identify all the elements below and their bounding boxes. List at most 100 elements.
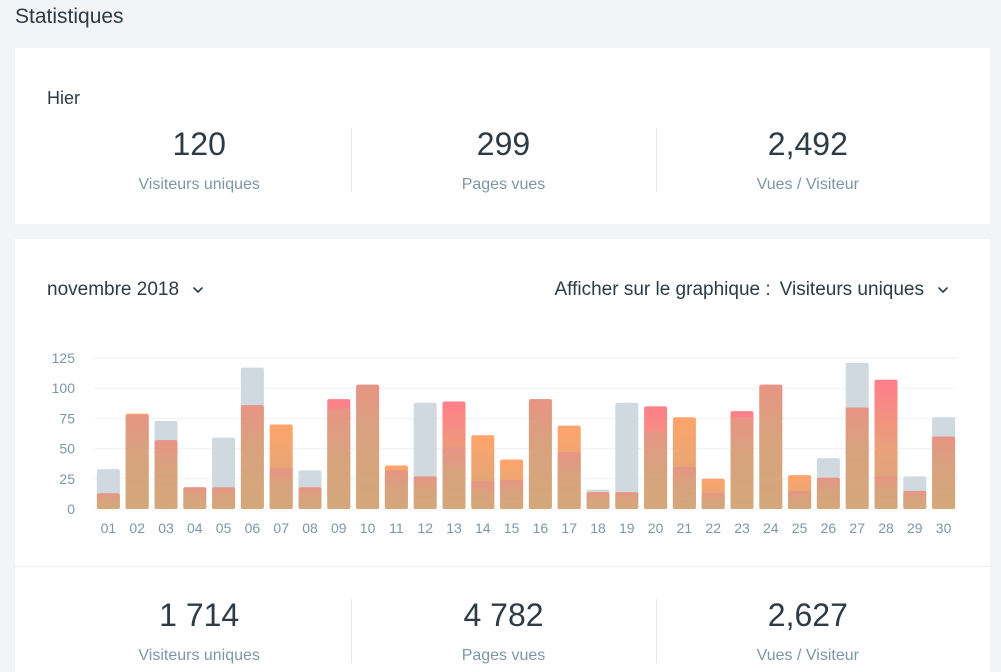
stat-label: Visiteurs uniques: [138, 647, 260, 664]
stat-page-views: 299 Pages vues: [351, 126, 655, 193]
bar-overlap[interactable]: [327, 408, 351, 509]
chart-option-label: Afficher sur le graphique :: [554, 279, 771, 300]
stat-value: 4 782: [463, 597, 544, 633]
yesterday-stats-row: 120 Visiteurs uniques 299 Pages vues 2,4…: [47, 126, 960, 193]
bar-overlap[interactable]: [672, 466, 696, 509]
stat-unique-visitors: 120 Visiteurs uniques: [47, 126, 351, 193]
x-tick-label: 30: [936, 520, 952, 536]
y-tick-label: 25: [59, 471, 75, 487]
bar-overlap[interactable]: [557, 452, 581, 509]
bar-overlap[interactable]: [730, 417, 754, 509]
chart-metric-dropdown[interactable]: Visiteurs uniques: [780, 279, 950, 301]
stat-label: Visiteurs uniques: [138, 176, 260, 193]
bar-overlap[interactable]: [932, 436, 956, 509]
x-tick-label: 17: [561, 520, 577, 536]
bar-overlap[interactable]: [183, 487, 207, 509]
x-tick-label: 13: [446, 520, 462, 536]
x-tick-label: 26: [821, 520, 837, 536]
x-tick-label: 07: [273, 520, 289, 536]
bar-overlap[interactable]: [644, 431, 668, 509]
x-tick-label: 15: [504, 520, 520, 536]
bar-overlap[interactable]: [586, 492, 610, 509]
stat-value: 1 714: [159, 597, 240, 633]
bar-overlap[interactable]: [528, 399, 552, 509]
y-tick-label: 75: [59, 410, 75, 426]
page-title: Statistiques: [15, 5, 124, 28]
bar-overlap[interactable]: [240, 405, 264, 509]
chevron-down-icon: [938, 287, 948, 293]
stat-label: Pages vues: [461, 647, 546, 664]
month-dropdown-value: novembre 2018: [47, 279, 180, 300]
x-tick-label: 06: [245, 520, 261, 536]
x-tick-label: 23: [734, 520, 750, 536]
x-tick-label: 11: [389, 520, 404, 536]
bar-overlap[interactable]: [96, 493, 120, 509]
divider: [15, 566, 990, 567]
bar-overlap[interactable]: [759, 384, 783, 509]
bar-gray[interactable]: [615, 402, 639, 509]
bar-overlap[interactable]: [212, 487, 236, 509]
bar-overlap[interactable]: [269, 467, 293, 509]
x-tick-label: 12: [417, 520, 433, 536]
bar-overlap[interactable]: [845, 407, 869, 509]
x-tick-label: 02: [129, 520, 145, 536]
x-tick-label: 27: [849, 520, 865, 536]
stat-value: 2,492: [767, 126, 848, 162]
bar-overlap[interactable]: [903, 490, 927, 509]
x-tick-label: 22: [705, 520, 721, 536]
x-tick-label: 19: [619, 520, 635, 536]
chart-display-option: Afficher sur le graphique : Visiteurs un…: [554, 279, 950, 301]
bar-overlap[interactable]: [471, 481, 495, 509]
bar-overlap[interactable]: [442, 447, 466, 509]
x-tick-label: 10: [360, 520, 376, 536]
stat-label: Vues / Visiteur: [756, 176, 859, 193]
x-tick-label: 14: [475, 520, 491, 536]
y-tick-label: 0: [67, 501, 75, 517]
y-tick-label: 125: [52, 350, 76, 366]
x-tick-label: 20: [648, 520, 664, 536]
x-tick-label: 09: [331, 520, 347, 536]
x-tick-label: 18: [590, 520, 606, 536]
stat-value: 299: [476, 126, 531, 162]
x-tick-label: 01: [101, 520, 117, 536]
stat-page-views: 4 782 Pages vues: [351, 597, 655, 664]
stat-unique-visitors: 1 714 Visiteurs uniques: [47, 597, 351, 664]
x-tick-label: 25: [792, 520, 808, 536]
stat-value: 120: [172, 126, 226, 162]
x-tick-label: 24: [763, 520, 779, 536]
bar-overlap[interactable]: [125, 414, 149, 509]
bar-overlap[interactable]: [356, 384, 380, 509]
x-tick-label: 08: [302, 520, 318, 536]
bar-overlap[interactable]: [154, 440, 178, 509]
bar-overlap[interactable]: [298, 487, 322, 509]
stat-label: Vues / Visiteur: [756, 647, 859, 664]
month-stats-row: 1 714 Visiteurs uniques 4 782 Pages vues…: [47, 597, 960, 664]
x-tick-label: 28: [878, 520, 894, 536]
x-tick-label: 21: [677, 520, 693, 536]
month-stats-card: novembre 2018 Afficher sur le graphique …: [15, 239, 990, 672]
bar-overlap[interactable]: [816, 477, 840, 509]
stat-label: Pages vues: [461, 176, 546, 193]
y-tick-label: 100: [52, 380, 76, 396]
yesterday-stats-card: Hier 120 Visiteurs uniques 299 Pages vue…: [15, 48, 990, 224]
x-tick-label: 03: [158, 520, 174, 536]
bar-overlap[interactable]: [874, 476, 898, 509]
y-tick-label: 50: [59, 441, 75, 457]
bar-overlap[interactable]: [788, 490, 812, 509]
x-tick-label: 04: [187, 520, 203, 536]
stat-views-per-visitor: 2,492 Vues / Visiteur: [655, 126, 960, 193]
bar-overlap[interactable]: [500, 480, 524, 509]
stat-value: 2,627: [767, 597, 848, 633]
daily-visitors-chart: 0 25 50 75 100 125 01 02 03 04 05 06 07 08 09 10 11 12 13…: [52, 350, 958, 536]
x-tick-label: 16: [533, 520, 549, 536]
bar-overlap[interactable]: [701, 493, 725, 509]
chart-metric-value: Visiteurs uniques: [779, 279, 924, 300]
bar-overlap[interactable]: [615, 492, 639, 509]
bar-overlap[interactable]: [384, 470, 408, 509]
chevron-down-icon: [193, 287, 203, 293]
bar-overlap[interactable]: [413, 476, 437, 509]
yesterday-label: Hier: [47, 88, 81, 108]
x-tick-label: 05: [216, 520, 232, 536]
month-dropdown[interactable]: novembre 2018: [47, 279, 205, 301]
x-tick-label: 29: [907, 520, 923, 536]
